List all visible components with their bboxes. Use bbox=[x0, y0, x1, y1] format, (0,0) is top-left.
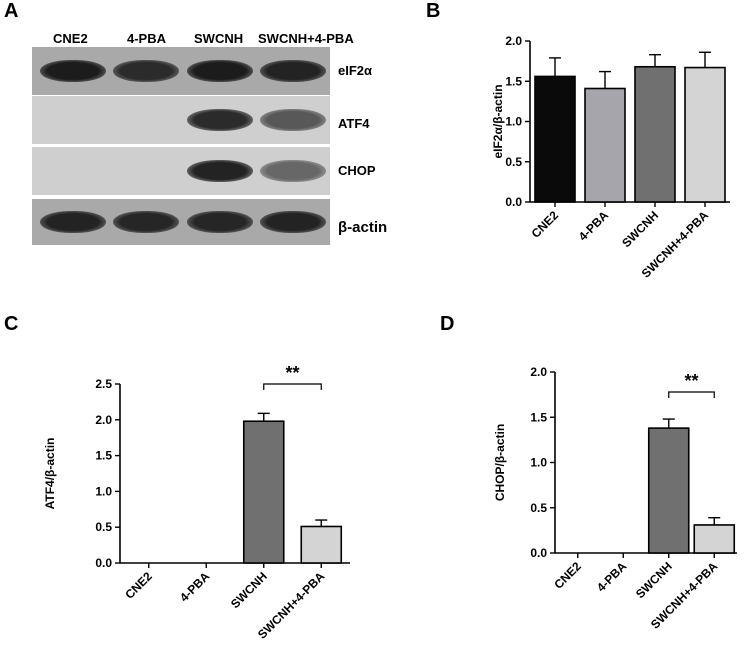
blot-header-swcnh-4pba: SWCNH+4-PBA bbox=[258, 31, 354, 46]
blot-band bbox=[187, 160, 253, 182]
bar bbox=[693, 524, 736, 554]
y-tick-label: 2.0 bbox=[530, 365, 547, 379]
significance-label: ** bbox=[285, 363, 299, 383]
panel-label-b: B bbox=[426, 0, 441, 22]
y-tick-label: 0.5 bbox=[530, 501, 547, 515]
x-tick-label: SWCNH bbox=[619, 208, 661, 250]
blot-band bbox=[187, 109, 253, 131]
blot-strip-1 bbox=[32, 96, 330, 144]
blot-label-beta-actin: β-actin bbox=[338, 219, 388, 236]
y-tick-label: 1.5 bbox=[95, 449, 112, 463]
blot-label-atf4: ATF4 bbox=[338, 116, 370, 131]
panel-label-c: C bbox=[4, 313, 19, 335]
blot-band bbox=[260, 160, 326, 182]
y-tick-label: 1.0 bbox=[530, 456, 547, 470]
significance-label: ** bbox=[684, 371, 698, 391]
y-tick-label: 1.0 bbox=[95, 484, 112, 498]
chart-chop: 0.0 0.5 1.0 1.5 2.0 CHOP/β-actin CNE2 4-PBA SWCN… bbox=[493, 365, 737, 632]
blot-header-4pba: 4-PBA bbox=[127, 31, 167, 46]
y-tick-label: 0.0 bbox=[530, 546, 547, 560]
bar bbox=[684, 66, 726, 203]
y-tick-label: 2.0 bbox=[95, 413, 112, 427]
x-tick-label: 4-PBA bbox=[576, 208, 612, 244]
bar bbox=[647, 427, 690, 554]
y-tick-label: 2.5 bbox=[95, 377, 112, 391]
x-tick-label: CNE2 bbox=[122, 569, 155, 602]
blot-band bbox=[260, 211, 326, 233]
blot-band bbox=[113, 60, 179, 82]
significance-bracket bbox=[668, 391, 715, 398]
blot-band bbox=[40, 60, 106, 82]
y-axis-label: CHOP/β-actin bbox=[493, 424, 507, 501]
blot-band bbox=[260, 109, 326, 131]
y-tick-label: 1.0 bbox=[505, 115, 522, 129]
blot-label-eif2a: eIF2α bbox=[338, 63, 373, 78]
bar bbox=[242, 420, 285, 564]
chart-atf4: 0.0 0.5 1.0 1.5 2.0 2.5 ATF4/β-actin CNE2 4-PBA S… bbox=[43, 363, 350, 642]
blot-strip-0 bbox=[32, 47, 330, 95]
significance-bracket bbox=[263, 383, 322, 390]
y-tick-label: 0.5 bbox=[505, 155, 522, 169]
blot-label-chop: CHOP bbox=[338, 163, 376, 178]
y-axis-label: eIF2α/β-actin bbox=[491, 84, 505, 158]
y-tick-label: 1.5 bbox=[505, 74, 522, 88]
blot-header-cne2: CNE2 bbox=[53, 31, 88, 46]
blot-band bbox=[40, 211, 106, 233]
y-tick-label: 0.0 bbox=[95, 556, 112, 570]
chart-eif2a: 0.0 0.5 1.0 1.5 2.0 eIF2α/β-actin CNE2 4-PBA SWC… bbox=[491, 34, 730, 281]
blot-header-swcnh: SWCNH bbox=[194, 31, 244, 46]
x-tick-label: CNE2 bbox=[529, 208, 562, 241]
blot-strip-2 bbox=[32, 147, 330, 195]
x-tick-label: SWCNH bbox=[633, 559, 675, 601]
bar bbox=[634, 65, 676, 203]
blot-band bbox=[260, 60, 326, 82]
y-axis-label: ATF4/β-actin bbox=[43, 438, 57, 510]
blot-band bbox=[187, 211, 253, 233]
y-tick-label: 2.0 bbox=[505, 34, 522, 48]
bar bbox=[300, 525, 343, 564]
x-tick-label: 4-PBA bbox=[594, 559, 630, 595]
x-tick-label: SWCNH bbox=[228, 569, 270, 611]
y-tick-label: 0.5 bbox=[95, 520, 112, 534]
blot-strip-3 bbox=[32, 199, 330, 245]
bar bbox=[584, 87, 626, 203]
panel-label-a: A bbox=[4, 0, 19, 22]
x-tick-label: CNE2 bbox=[551, 559, 584, 592]
panel-label-d: D bbox=[440, 313, 455, 335]
y-tick-label: 0.0 bbox=[505, 195, 522, 209]
blot-band bbox=[113, 211, 179, 233]
y-tick-label: 1.5 bbox=[530, 410, 547, 424]
x-tick-label: 4-PBA bbox=[177, 569, 213, 605]
blot-band bbox=[187, 60, 253, 82]
bar bbox=[534, 75, 576, 203]
